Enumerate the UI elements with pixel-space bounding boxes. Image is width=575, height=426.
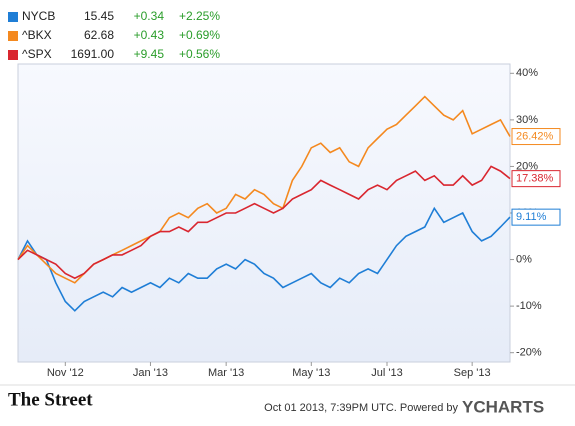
- end-label: 9.11%: [516, 211, 547, 223]
- end-label-box: [511, 128, 561, 146]
- legend-change-pct: +0.69%: [179, 28, 220, 42]
- legend-price: 62.68: [84, 28, 114, 42]
- y-tick-label: 20%: [516, 160, 538, 172]
- end-label-box: [511, 208, 561, 226]
- legend-change-pct: +0.56%: [179, 47, 220, 61]
- x-tick-label: Sep '13: [454, 367, 491, 379]
- end-label: 26.42%: [516, 130, 554, 142]
- legend-change-pct: +2.25%: [179, 9, 220, 23]
- series-line: [17, 165, 511, 280]
- brand: The Street: [8, 389, 93, 410]
- x-tick-label: Nov '12: [47, 367, 84, 379]
- series-line: [17, 206, 511, 312]
- legend-swatch: [8, 12, 18, 22]
- legend-swatch: [8, 50, 18, 60]
- x-tick-label: Mar '13: [208, 367, 244, 379]
- y-tick-label: 30%: [516, 114, 538, 126]
- legend-swatch: [8, 31, 18, 41]
- legend-price: 1691.00: [71, 47, 115, 61]
- logo: YCHARTS: [462, 397, 544, 416]
- y-tick-label: 40%: [516, 67, 538, 79]
- x-tick-label: Jul '13: [371, 367, 402, 379]
- plot-area: [17, 63, 511, 363]
- legend-name: ^SPX: [22, 47, 52, 61]
- y-tick-label: -20%: [516, 347, 542, 359]
- y-tick-label: 0%: [516, 253, 532, 265]
- end-label-box: [511, 170, 561, 188]
- legend-change: +0.34: [134, 9, 165, 23]
- legend-name: NYCB: [22, 9, 55, 23]
- x-tick-label: May '13: [292, 367, 330, 379]
- legend-change: +0.43: [134, 28, 165, 42]
- end-label: 17.38%: [516, 173, 554, 185]
- legend-price: 15.45: [84, 9, 114, 23]
- y-tick-label: -10%: [516, 300, 542, 312]
- legend-name: ^BKX: [22, 28, 52, 42]
- x-tick-label: Jan '13: [133, 367, 168, 379]
- legend-change: +9.45: [134, 47, 165, 61]
- timestamp: Oct 01 2013, 7:39PM UTC. Powered by: [264, 402, 458, 414]
